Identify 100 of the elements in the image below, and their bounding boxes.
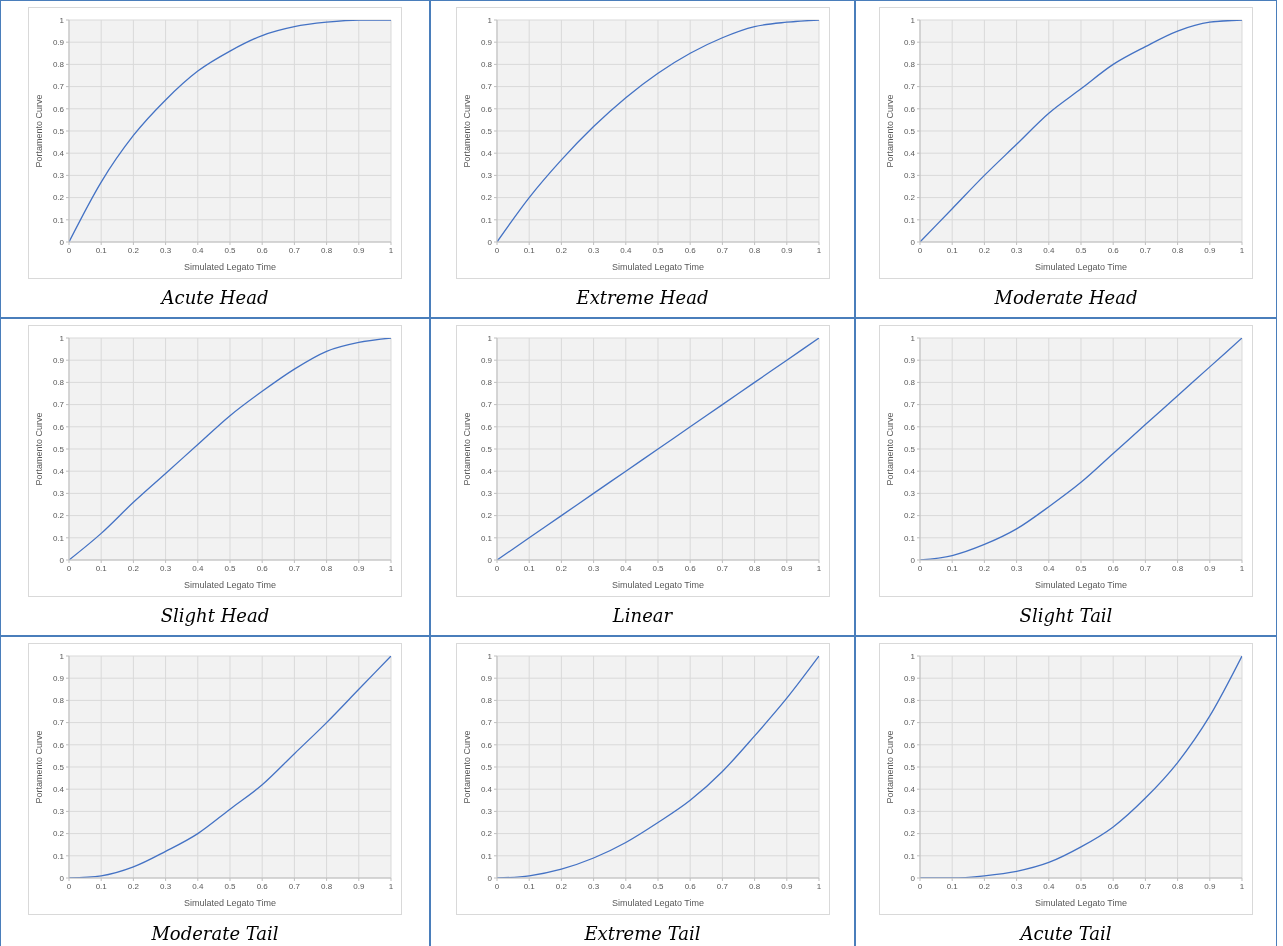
x-tick-label: 1 [1239,245,1245,255]
y-tick-label: 1 [910,651,916,661]
y-tick-label: 1 [910,15,916,25]
y-tick-label: 0 [59,237,65,247]
y-tick-label: 0 [910,873,916,883]
x-tick-label: 0.1 [95,881,108,891]
x-tick-label: 0.4 [1043,563,1055,573]
x-tick-label: 0.9 [1204,881,1216,891]
x-tick-label: 0.6 [684,245,696,255]
x-tick-label: 0.8 [748,881,761,891]
x-tick-label: 0.3 [160,245,172,255]
y-tick-label: 0.9 [903,674,916,684]
x-axis-title: Simulated Legato Time [1034,580,1128,590]
x-tick-label: 0.8 [748,245,761,255]
y-tick-label: 0.1 [903,533,916,543]
x-tick-label: 0.9 [780,563,793,573]
x-tick-label: 1 [388,563,394,573]
x-tick-label: 0.5 [1075,881,1088,891]
y-tick-label: 0.4 [903,149,916,159]
x-tick-label: 0.7 [716,881,729,891]
x-tick-label: 0.9 [353,881,365,891]
y-tick-label: 0.3 [52,807,65,817]
y-tick-label: 0.1 [52,215,65,225]
y-tick-label: 0.7 [52,82,65,92]
x-tick-label: 0.8 [1172,881,1184,891]
x-tick-label: 0.2 [978,563,991,573]
x-axis-title: Simulated Legato Time [611,580,704,590]
x-tick-label: 0.6 [684,563,696,573]
y-tick-label: 1 [910,333,916,343]
x-axis-title: Simulated Legato Time [183,580,277,590]
y-tick-label: 0.3 [903,807,916,817]
y-tick-label: 0.8 [903,60,916,70]
y-tick-label: 0.6 [52,740,65,750]
y-axis-title: Portamento Curve [885,730,896,804]
x-tick-label: 1 [1239,881,1245,891]
x-tick-label: 0.9 [1204,245,1216,255]
x-tick-label: 0.2 [978,245,991,255]
x-tick-label: 0.7 [1139,881,1152,891]
x-tick-label: 0.5 [651,881,664,891]
y-tick-label: 0.9 [52,356,65,366]
y-tick-label: 0.5 [480,762,493,772]
x-tick-label: 0.4 [192,881,204,891]
text: Linear [612,605,673,626]
y-tick-label: 0.9 [480,38,493,48]
y-tick-label: 0.4 [480,467,493,477]
x-tick-label: 0.8 [321,563,333,573]
y-tick-label: 0 [910,237,916,247]
y-tick-label: 0.1 [52,851,65,861]
x-tick-label: 1 [388,881,394,891]
text: Moderate Tail [151,923,279,944]
y-tick-label: 0.7 [480,82,493,92]
y-tick-label: 0.6 [903,422,916,432]
x-tick-label: 0.8 [321,881,333,891]
y-tick-label: 1 [59,651,65,661]
y-axis-title: Portamento Curve [461,730,472,804]
x-tick-label: 0.1 [95,563,108,573]
y-tick-label: 0.2 [52,511,65,521]
y-tick-label: 0.5 [52,444,65,454]
y-tick-label: 0.4 [903,785,916,795]
y-tick-label: 0.9 [903,356,916,366]
y-tick-label: 0 [59,555,65,565]
x-tick-label: 0.6 [256,881,269,891]
text: Extreme Head [576,287,709,308]
x-axis-title: Simulated Legato Time [611,898,704,908]
y-tick-label: 0.9 [52,38,65,48]
y-tick-label: 0 [910,555,916,565]
y-axis-title: Portamento Curve [885,94,896,168]
x-axis-title: Simulated Legato Time [611,262,704,272]
x-tick-label: 1 [816,563,822,573]
y-tick-label: 0 [487,555,493,565]
x-tick-label: 0.1 [946,245,959,255]
y-tick-label: 0.2 [480,193,493,203]
y-tick-label: 0.2 [903,829,916,839]
x-tick-label: 0.3 [1011,881,1023,891]
x-tick-label: 0.3 [1011,245,1023,255]
y-tick-label: 0.2 [52,829,65,839]
x-tick-label: 0 [917,245,923,255]
y-tick-label: 0.6 [480,104,493,114]
x-tick-label: 0 [66,881,72,891]
x-tick-label: 0.6 [1107,563,1120,573]
y-tick-label: 0.2 [903,511,916,521]
x-tick-label: 0.8 [321,245,333,255]
x-tick-label: 0.3 [160,563,172,573]
y-tick-label: 0.7 [480,400,493,410]
x-tick-label: 0 [494,563,500,573]
x-axis-title: Simulated Legato Time [183,262,277,272]
y-axis-title: Portamento Curve [461,412,472,486]
x-tick-label: 0 [66,563,72,573]
y-tick-label: 1 [59,333,65,343]
x-tick-label: 0.2 [127,245,140,255]
y-tick-label: 0.8 [480,696,493,706]
x-tick-label: 0.7 [288,245,301,255]
x-tick-label: 0.1 [523,881,535,891]
y-tick-label: 0 [487,873,493,883]
y-tick-label: 0.1 [480,215,493,225]
x-tick-label: 0.2 [127,881,140,891]
x-tick-label: 0.4 [619,881,632,891]
y-tick-label: 0.8 [52,60,65,70]
y-tick-label: 0.3 [903,171,916,181]
y-tick-label: 0.5 [52,762,65,772]
